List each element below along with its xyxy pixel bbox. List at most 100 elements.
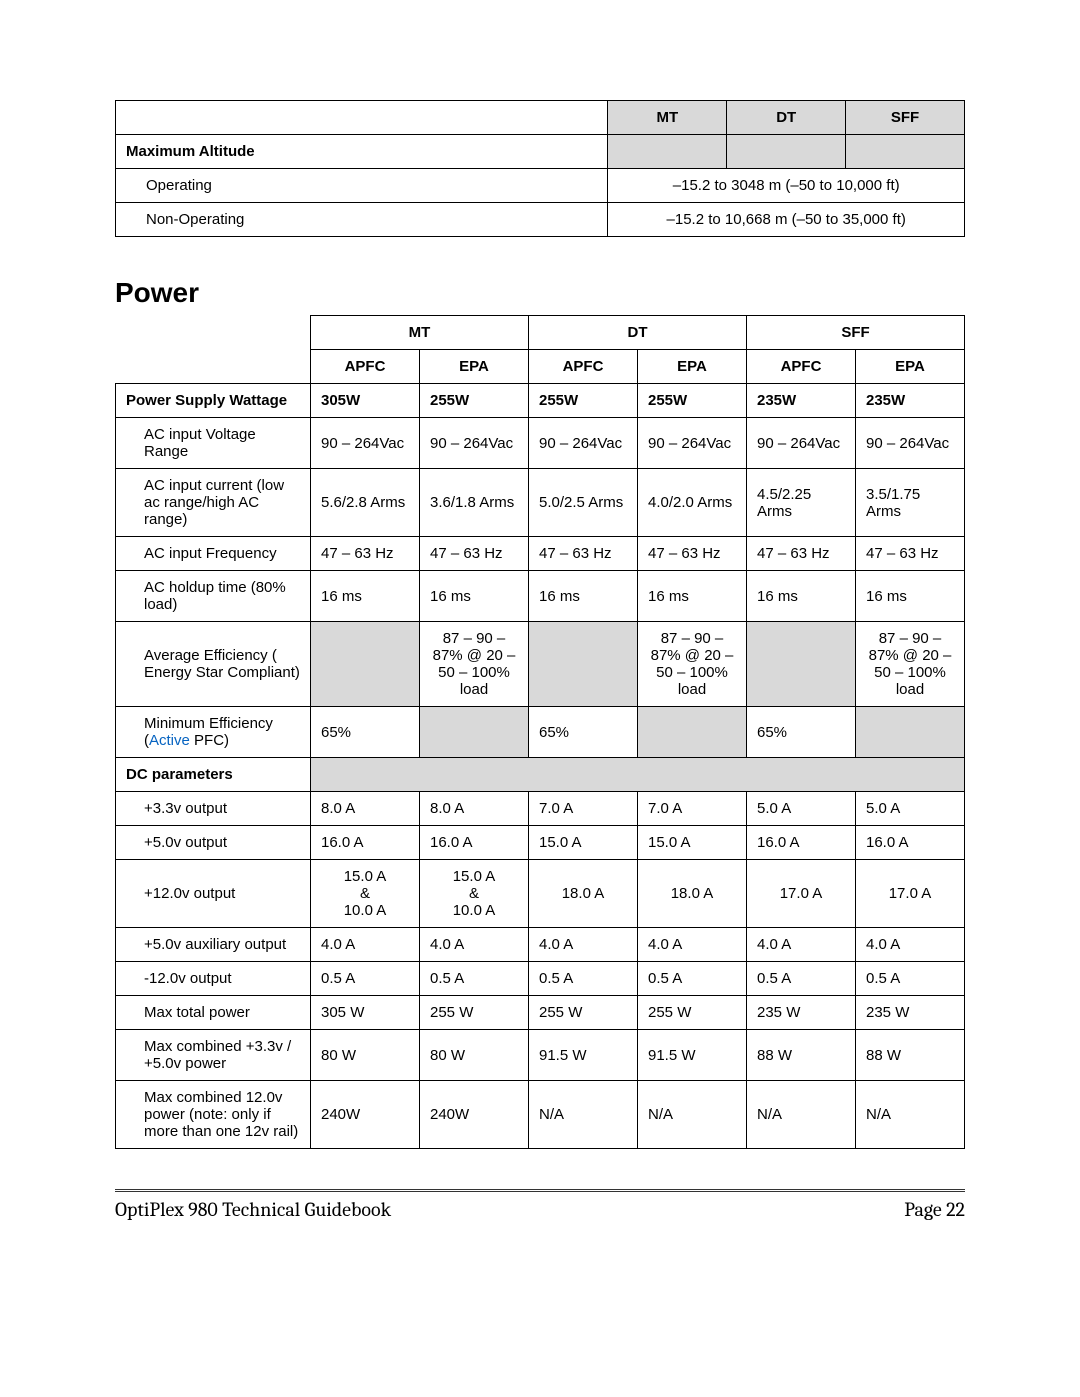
data-cell: 8.0 A xyxy=(420,792,529,826)
max-altitude-label: Maximum Altitude xyxy=(116,135,608,169)
data-cell: 47 – 63 Hz xyxy=(529,537,638,571)
empty-cell xyxy=(116,350,311,384)
active-link[interactable]: Active xyxy=(149,732,190,749)
data-cell: 3.5/1.75 Arms xyxy=(856,469,965,537)
data-cell: 47 – 63 Hz xyxy=(311,537,420,571)
row-label: Max total power xyxy=(116,996,311,1030)
power-table: MT DT SFF APFC EPA APFC EPA APFC EPA Pow… xyxy=(115,315,965,1149)
data-cell: 18.0 A xyxy=(529,860,638,928)
data-cell: 18.0 A xyxy=(638,860,747,928)
row-label: AC input Voltage Range xyxy=(116,418,311,469)
data-cell: 4.0 A xyxy=(747,928,856,962)
data-cell xyxy=(856,707,965,758)
data-cell: 5.0 A xyxy=(747,792,856,826)
data-cell: 17.0 A xyxy=(747,860,856,928)
data-cell: 16.0 A xyxy=(420,826,529,860)
data-cell: 7.0 A xyxy=(529,792,638,826)
data-cell: N/A xyxy=(638,1081,747,1149)
row-label: +12.0v output xyxy=(116,860,311,928)
page-footer: OptiPlex 980 Technical Guidebook Page 22 xyxy=(115,1189,965,1221)
data-cell: 16.0 A xyxy=(311,826,420,860)
data-cell: 65% xyxy=(529,707,638,758)
wattage-cell: 235W xyxy=(856,384,965,418)
data-cell: 240W xyxy=(311,1081,420,1149)
data-cell: 16 ms xyxy=(638,571,747,622)
wattage-cell: 305W xyxy=(311,384,420,418)
row-label: Max combined 12.0v power (note: only if … xyxy=(116,1081,311,1149)
empty-cell xyxy=(116,101,608,135)
operating-label: Operating xyxy=(116,169,608,203)
grey-cell xyxy=(727,135,846,169)
group-header-mt: MT xyxy=(311,316,529,350)
data-cell: 17.0 A xyxy=(856,860,965,928)
data-cell: 65% xyxy=(747,707,856,758)
data-cell: 47 – 63 Hz xyxy=(747,537,856,571)
data-cell: 4.0 A xyxy=(420,928,529,962)
data-cell: 5.6/2.8 Arms xyxy=(311,469,420,537)
data-cell: 16 ms xyxy=(420,571,529,622)
page: MT DT SFF Maximum Altitude Operating –15… xyxy=(0,0,1080,1261)
data-cell: 91.5 W xyxy=(529,1030,638,1081)
data-cell: 15.0 A xyxy=(529,826,638,860)
nonoperating-value: –15.2 to 10,668 m (–50 to 35,000 ft) xyxy=(608,203,965,237)
data-cell: 80 W xyxy=(311,1030,420,1081)
altitude-table: MT DT SFF Maximum Altitude Operating –15… xyxy=(115,100,965,237)
sub-header: APFC xyxy=(747,350,856,384)
wattage-label: Power Supply Wattage xyxy=(116,384,311,418)
data-cell: 90 – 264Vac xyxy=(529,418,638,469)
col-header-dt: DT xyxy=(727,101,846,135)
row-label: +3.3v output xyxy=(116,792,311,826)
grey-cell xyxy=(846,135,965,169)
sub-header: APFC xyxy=(529,350,638,384)
data-cell: 16.0 A xyxy=(747,826,856,860)
data-cell: 15.0 A & 10.0 A xyxy=(420,860,529,928)
data-cell: 3.6/1.8 Arms xyxy=(420,469,529,537)
data-cell: 88 W xyxy=(747,1030,856,1081)
data-cell: 15.0 A xyxy=(638,826,747,860)
row-label: AC holdup time (80% load) xyxy=(116,571,311,622)
data-cell: 4.0 A xyxy=(529,928,638,962)
data-cell: 0.5 A xyxy=(747,962,856,996)
data-cell: 5.0/2.5 Arms xyxy=(529,469,638,537)
footer-page: Page 22 xyxy=(904,1198,965,1221)
data-cell: 4.0/2.0 Arms xyxy=(638,469,747,537)
data-cell: 47 – 63 Hz xyxy=(420,537,529,571)
data-cell: 255 W xyxy=(529,996,638,1030)
data-cell: N/A xyxy=(856,1081,965,1149)
sub-header: EPA xyxy=(638,350,747,384)
data-cell: 0.5 A xyxy=(311,962,420,996)
sub-header: EPA xyxy=(856,350,965,384)
data-cell: 90 – 264Vac xyxy=(747,418,856,469)
data-cell: 5.0 A xyxy=(856,792,965,826)
wattage-cell: 235W xyxy=(747,384,856,418)
data-cell: 4.0 A xyxy=(311,928,420,962)
row-label: -12.0v output xyxy=(116,962,311,996)
data-cell: 87 – 90 – 87% @ 20 – 50 – 100% load xyxy=(420,622,529,707)
data-cell: 305 W xyxy=(311,996,420,1030)
data-cell: 240W xyxy=(420,1081,529,1149)
dc-parameters-label: DC parameters xyxy=(116,758,311,792)
data-cell: 16 ms xyxy=(529,571,638,622)
data-cell: 0.5 A xyxy=(529,962,638,996)
row-label: +5.0v output xyxy=(116,826,311,860)
grey-cell xyxy=(608,135,727,169)
operating-value: –15.2 to 3048 m (–50 to 10,000 ft) xyxy=(608,169,965,203)
row-label: Max combined +3.3v / +5.0v power xyxy=(116,1030,311,1081)
data-cell: 90 – 264Vac xyxy=(856,418,965,469)
data-cell: 0.5 A xyxy=(638,962,747,996)
data-cell: 255 W xyxy=(420,996,529,1030)
col-header-sff: SFF xyxy=(846,101,965,135)
wattage-cell: 255W xyxy=(529,384,638,418)
data-cell: 90 – 264Vac xyxy=(420,418,529,469)
data-cell: 88 W xyxy=(856,1030,965,1081)
row-label: +5.0v auxiliary output xyxy=(116,928,311,962)
data-cell: 16 ms xyxy=(747,571,856,622)
sub-header: EPA xyxy=(420,350,529,384)
nonoperating-label: Non-Operating xyxy=(116,203,608,237)
label-text: PFC) xyxy=(190,732,229,749)
data-cell: 80 W xyxy=(420,1030,529,1081)
row-label: AC input current (low ac range/high AC r… xyxy=(116,469,311,537)
row-label: AC input Frequency xyxy=(116,537,311,571)
data-cell: 16 ms xyxy=(856,571,965,622)
data-cell: 0.5 A xyxy=(420,962,529,996)
